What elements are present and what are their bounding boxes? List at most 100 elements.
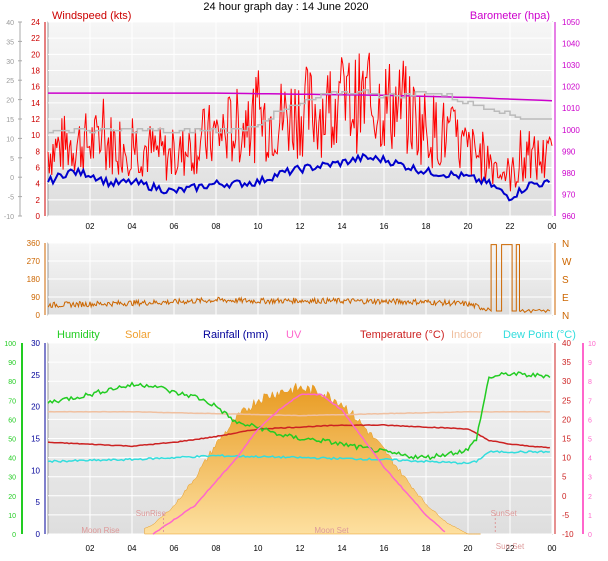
tick-label: 9 (588, 360, 592, 367)
tick-label: 10 (562, 454, 571, 463)
indoor-line (47, 410, 550, 417)
tick-label: 20 (8, 494, 16, 501)
tick-label: 10 (588, 341, 596, 348)
tick-label: 40 (8, 456, 16, 463)
tick-label: 0 (12, 532, 16, 539)
wind-series (47, 52, 553, 202)
tick-label: 6 (588, 417, 592, 424)
legend-6: Dew Point (°C) (503, 329, 576, 341)
compass-label: N (562, 239, 569, 250)
barometer-line (48, 92, 553, 102)
climate-axes: 0102030405060708090100051015202530-10-50… (4, 339, 596, 553)
tick-label: 15 (31, 435, 40, 444)
tick-label: 20 (6, 98, 14, 105)
tick-label: 20 (562, 415, 571, 424)
x-tick-label: 14 (338, 222, 347, 231)
annotation-1: Moon Rise (81, 526, 120, 535)
tick-label: 30 (562, 377, 571, 386)
tick-label: 0 (588, 532, 592, 539)
dewpoint-line (47, 450, 550, 465)
gray-step-line (48, 89, 552, 134)
tick-label: 10 (8, 513, 16, 520)
tick-label: 20 (31, 403, 40, 412)
x-tick-label: 20 (464, 222, 473, 231)
tick-label: 10 (31, 131, 40, 140)
tick-label: 80 (8, 379, 16, 386)
x-tick-label: 08 (212, 544, 221, 553)
tick-label: 12 (31, 115, 40, 124)
tick-label: 15 (6, 117, 14, 124)
tick-label: 6 (36, 164, 41, 173)
wind-direction-line (47, 244, 551, 314)
x-tick-label: 22 (506, 222, 515, 231)
climate-legend: Humidity Solar Rainfall (mm) UV Temperature … (57, 329, 576, 341)
x-tick-label: 20 (464, 544, 473, 553)
x-tick-label: 10 (254, 222, 263, 231)
tick-label: 970 (562, 190, 576, 199)
annotation-4: Sun Set (496, 542, 525, 551)
tick-label: 10 (31, 466, 40, 475)
tick-label: 7 (588, 398, 592, 405)
tick-label: 10 (6, 136, 14, 143)
x-tick-label: 12 (296, 544, 305, 553)
windspeed-line (47, 52, 553, 192)
x-tick-label: 18 (422, 544, 431, 553)
barometer-axis-label: Barometer (hpa) (470, 10, 550, 22)
x-tick-label: 22 (506, 544, 515, 553)
tick-label: 24 (31, 18, 40, 27)
tick-label: 1000 (562, 126, 580, 135)
tick-label: 0 (10, 175, 14, 182)
tick-label: 60 (8, 417, 16, 424)
tick-label: 35 (6, 39, 14, 46)
tick-label: -10 (4, 214, 14, 221)
tick-label: 40 (562, 339, 571, 348)
x-tick-label: 14 (338, 544, 347, 553)
tick-label: 0 (36, 212, 41, 221)
x-tick-label: 06 (170, 544, 179, 553)
tick-label: 960 (562, 212, 576, 221)
tick-label: 3 (588, 475, 592, 482)
x-tick-label: 02 (86, 222, 95, 231)
x-tick-label: 10 (254, 544, 263, 553)
annotation-0: SunRise (136, 509, 167, 518)
tick-label: 1020 (562, 83, 580, 92)
tick-label: 8 (588, 379, 592, 386)
tick-label: 2 (36, 196, 41, 205)
tick-label: 30 (8, 475, 16, 482)
climate-series: SunRise Moon Rise Moon Set SunSet Sun Set (47, 371, 551, 551)
tick-label: 30 (31, 339, 40, 348)
tick-label: 20 (31, 50, 40, 59)
tick-label: -5 (8, 195, 14, 202)
x-tick-label: 06 (170, 222, 179, 231)
x-tick-label: 16 (380, 544, 389, 553)
x-tick-label: 18 (422, 222, 431, 231)
tick-label: 25 (6, 78, 14, 85)
legend-1: Solar (125, 329, 151, 341)
x-tick-label: 04 (128, 222, 137, 231)
x-tick-label: 02 (86, 544, 95, 553)
annotation-2: Moon Set (314, 526, 349, 535)
tick-label: 5 (10, 156, 14, 163)
x-tick-label: 08 (212, 222, 221, 231)
tick-label: 100 (4, 341, 16, 348)
tick-label: 25 (562, 396, 571, 405)
tick-label: 5 (562, 473, 567, 482)
compass-label: N (562, 311, 569, 322)
tick-label: 990 (562, 147, 576, 156)
tick-label: 1030 (562, 61, 580, 70)
chart-title: 24 hour graph day : 14 June 2020 (203, 1, 368, 13)
wind-axes: 0246810121416182022249609709809901000101… (4, 18, 580, 231)
windspeed-avg-line (47, 152, 551, 202)
tick-label: 15 (562, 435, 571, 444)
tick-label: 8 (36, 147, 41, 156)
tick-label: -5 (562, 511, 570, 520)
tick-label: 5 (588, 437, 592, 444)
tick-label: -10 (562, 530, 574, 539)
legend-0: Humidity (57, 329, 100, 341)
tick-label: 18 (31, 67, 40, 76)
tick-label: 1050 (562, 18, 580, 27)
tick-label: 14 (31, 99, 40, 108)
tick-label: 30 (6, 59, 14, 66)
